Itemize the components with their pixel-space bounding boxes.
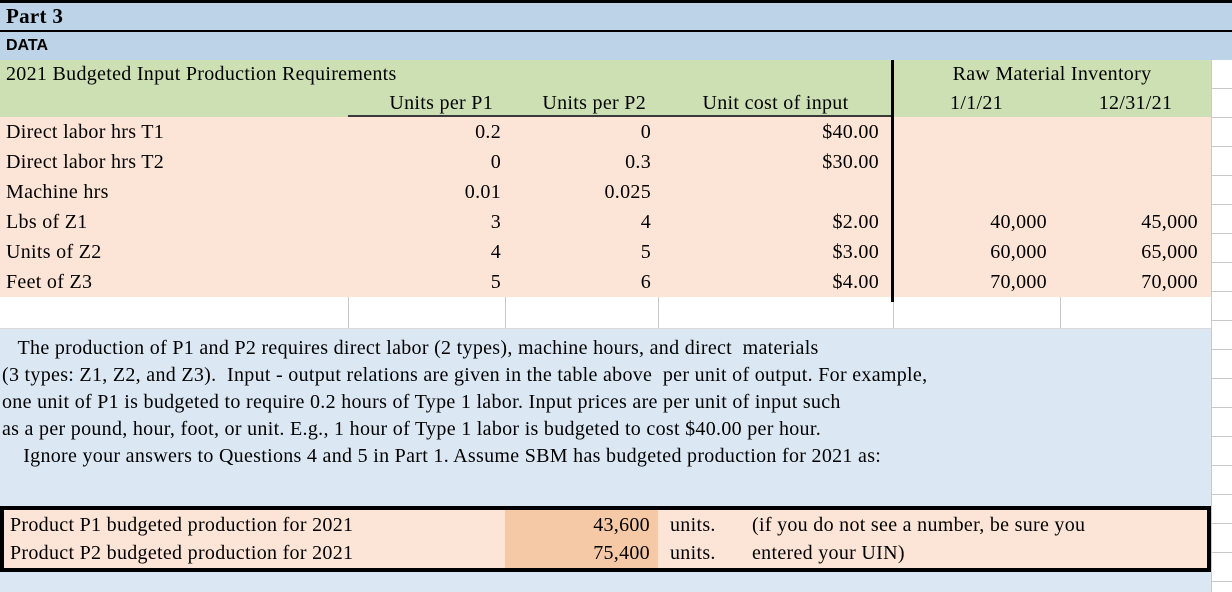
description-block: The production of P1 and P2 requires dir…	[0, 329, 1211, 506]
cell-inv-begin	[897, 147, 1047, 177]
cell-inv-end	[1060, 177, 1198, 207]
description-line: one unit of P1 is budgeted to require 0.…	[2, 391, 841, 413]
table-row: Lbs of Z1 3 4 $2.00 40,000 45,000	[0, 207, 1211, 237]
cell-inv-begin	[897, 117, 1047, 147]
cell-inv-begin: 60,000	[990, 241, 1047, 263]
cell-inv-begin: 40,000	[990, 211, 1047, 233]
production-input-column	[505, 510, 658, 568]
cell-inv-end: 65,000	[1141, 241, 1198, 263]
description-line: (3 types: Z1, Z2, and Z3). Input - outpu…	[2, 364, 928, 386]
cell-units-p1: 3	[490, 211, 501, 233]
cell-units-p2: 5	[640, 241, 651, 263]
table-row: Units of Z2 4 5 $3.00 60,000 65,000	[0, 237, 1211, 267]
cell-unit-cost: $30.00	[822, 151, 879, 173]
gridline	[348, 297, 349, 328]
description-line: The production of P1 and P2 requires dir…	[2, 337, 819, 359]
cell-unit-cost: $4.00	[832, 271, 879, 293]
cell-units-p1: 0	[490, 151, 501, 173]
cell-units-p1: 0.2	[475, 121, 501, 143]
cell-unit-cost	[658, 177, 879, 207]
table-row: Feet of Z3 5 6 $4.00 70,000 70,000	[0, 267, 1211, 297]
inventory-title: Raw Material Inventory	[952, 63, 1152, 85]
empty-spreadsheet-row	[0, 297, 1211, 329]
data-label-row: DATA	[0, 32, 1232, 60]
cell-inv-end	[1060, 147, 1198, 177]
divider	[0, 30, 1232, 32]
description-line: as a per pound, hour, foot, or unit. E.g…	[2, 418, 822, 440]
col-header-inv-end: 12/31/21	[1098, 92, 1173, 114]
table-row: Machine hrs 0.01 0.025	[0, 177, 1211, 207]
col-header-unit-cost: Unit cost of input	[702, 92, 849, 114]
col-header-units-p2: Units per P2	[542, 92, 646, 114]
cell-inv-end: 45,000	[1141, 211, 1198, 233]
adjacent-empty-column	[1211, 60, 1232, 592]
table-header-row: Units per P1 Units per P2 Unit cost of i…	[0, 89, 1211, 117]
cell-inv-end	[1060, 117, 1198, 147]
table-row: Direct labor hrs T2 0 0.3 $30.00	[0, 147, 1211, 177]
row-label: Direct labor hrs T2	[6, 151, 165, 173]
cell-unit-cost: $3.00	[832, 241, 879, 263]
col-header-units-p1: Units per P1	[389, 92, 493, 114]
gridline	[1060, 297, 1061, 328]
cell-units-p2: 0.025	[604, 181, 651, 203]
top-border	[0, 0, 1232, 3]
table-title: 2021 Budgeted Input Production Requireme…	[6, 63, 397, 85]
row-label: Machine hrs	[6, 181, 109, 203]
cell-units-p1: 5	[490, 271, 501, 293]
cell-units-p1: 0.01	[464, 181, 501, 203]
part-title: Part 3	[6, 4, 64, 28]
gridline	[658, 297, 659, 328]
p2-production-value-cell[interactable]: 75,400	[593, 542, 650, 564]
cell-unit-cost: $40.00	[822, 121, 879, 143]
units-label: units.	[670, 542, 716, 564]
units-label: units.	[670, 514, 716, 536]
cell-inv-begin: 70,000	[990, 271, 1047, 293]
production-row-p1: Product P1 budgeted production for 2021 …	[4, 511, 1207, 540]
row-label: Lbs of Z1	[6, 211, 88, 233]
budgeted-production-box: Product P1 budgeted production for 2021 …	[0, 506, 1211, 572]
part-title-row: Part 3	[0, 3, 1232, 30]
table-row: Direct labor hrs T1 0.2 0 $40.00	[0, 117, 1211, 147]
cell-units-p2: 0	[640, 121, 651, 143]
uin-note-line: entered your UIN)	[752, 542, 905, 564]
gridline	[505, 297, 506, 328]
header-underline	[348, 115, 893, 117]
production-label: Product P2 budgeted production for 2021	[10, 542, 354, 564]
col-header-inv-begin: 1/1/21	[950, 92, 1003, 114]
row-label: Units of Z2	[6, 241, 102, 263]
cell-unit-cost: $2.00	[832, 211, 879, 233]
description-line: Ignore your answers to Questions 4 and 5…	[2, 445, 882, 467]
p1-production-value-cell[interactable]: 43,600	[593, 514, 650, 536]
production-row-p2: Product P2 budgeted production for 2021 …	[4, 539, 1207, 568]
production-label: Product P1 budgeted production for 2021	[10, 514, 354, 536]
gridline	[893, 297, 894, 328]
uin-note-line: (if you do not see a number, be sure you	[752, 514, 1086, 536]
cell-units-p2: 0.3	[625, 151, 651, 173]
data-label: DATA	[6, 37, 49, 54]
row-label: Direct labor hrs T1	[6, 121, 165, 143]
cell-units-p2: 6	[640, 271, 651, 293]
cell-inv-end: 70,000	[1141, 271, 1198, 293]
bottom-band	[0, 572, 1211, 592]
cell-units-p2: 4	[640, 211, 651, 233]
cell-units-p1: 4	[490, 241, 501, 263]
inventory-separator-line	[891, 60, 894, 302]
table-title-row: 2021 Budgeted Input Production Requireme…	[0, 60, 1211, 89]
cell-inv-begin	[897, 177, 1047, 207]
row-label: Feet of Z3	[6, 271, 93, 293]
